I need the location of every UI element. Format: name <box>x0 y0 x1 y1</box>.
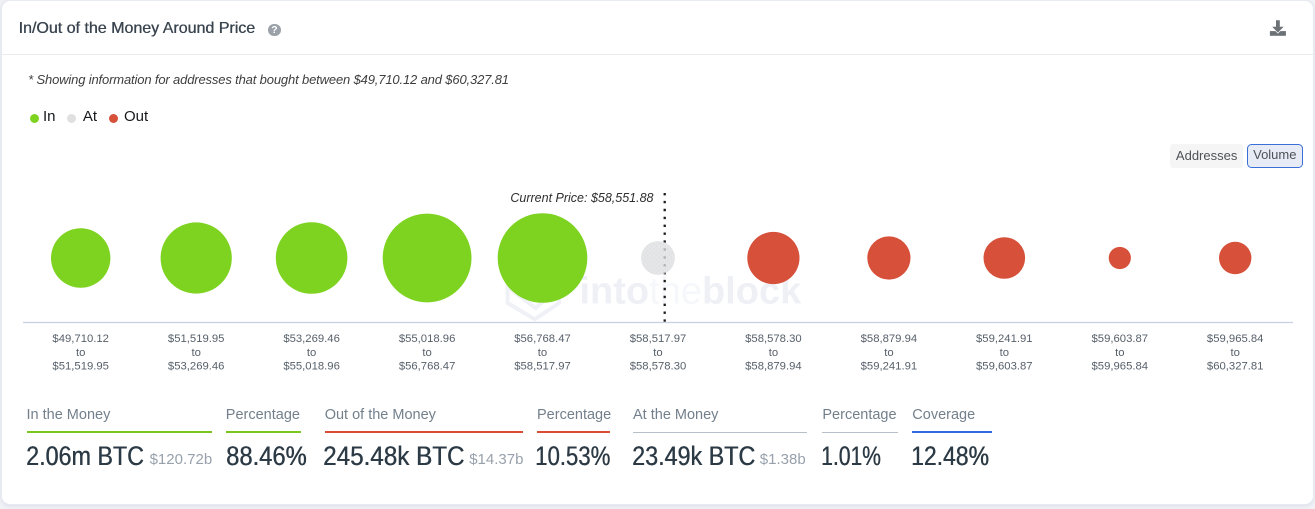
svg-text:to: to <box>1000 347 1009 359</box>
svg-text:$58,879.94: $58,879.94 <box>745 361 802 373</box>
svg-text:$58,578.30: $58,578.30 <box>630 361 687 373</box>
svg-text:$58,578.30: $58,578.30 <box>745 333 802 345</box>
svg-text:$56,768.47: $56,768.47 <box>399 361 456 373</box>
svg-text:$51,519.95: $51,519.95 <box>52 361 109 373</box>
svg-text:to: to <box>191 347 200 359</box>
svg-text:Current Price: $58,551.88: Current Price: $58,551.88 <box>510 191 653 205</box>
svg-text:$59,965.84: $59,965.84 <box>1092 361 1149 373</box>
svg-text:$58,517.97: $58,517.97 <box>514 361 571 373</box>
svg-text:$55,018.96: $55,018.96 <box>399 333 456 345</box>
svg-text:$58,517.97: $58,517.97 <box>630 333 687 345</box>
svg-text:$59,965.84: $59,965.84 <box>1207 333 1264 345</box>
svg-text:$60,327.81: $60,327.81 <box>1207 361 1264 373</box>
svg-text:$49,710.12: $49,710.12 <box>52 333 109 345</box>
svg-text:to: to <box>307 347 316 359</box>
svg-text:$59,603.87: $59,603.87 <box>1092 333 1149 345</box>
svg-text:$51,519.95: $51,519.95 <box>168 333 225 345</box>
svg-text:to: to <box>1115 347 1124 359</box>
svg-text:to: to <box>769 347 778 359</box>
svg-text:to: to <box>422 347 431 359</box>
svg-text:to: to <box>653 347 662 359</box>
svg-text:$53,269.46: $53,269.46 <box>283 333 340 345</box>
svg-text:to: to <box>76 347 85 359</box>
svg-text:to: to <box>1230 347 1239 359</box>
svg-text:$59,241.91: $59,241.91 <box>861 361 918 373</box>
svg-text:$55,018.96: $55,018.96 <box>283 361 340 373</box>
svg-text:$53,269.46: $53,269.46 <box>168 361 225 373</box>
svg-text:$59,241.91: $59,241.91 <box>976 333 1033 345</box>
svg-text:to: to <box>884 347 893 359</box>
svg-text:$58,879.94: $58,879.94 <box>861 333 918 345</box>
svg-text:$56,768.47: $56,768.47 <box>514 333 571 345</box>
svg-text:to: to <box>538 347 547 359</box>
svg-text:$59,603.87: $59,603.87 <box>976 361 1033 373</box>
